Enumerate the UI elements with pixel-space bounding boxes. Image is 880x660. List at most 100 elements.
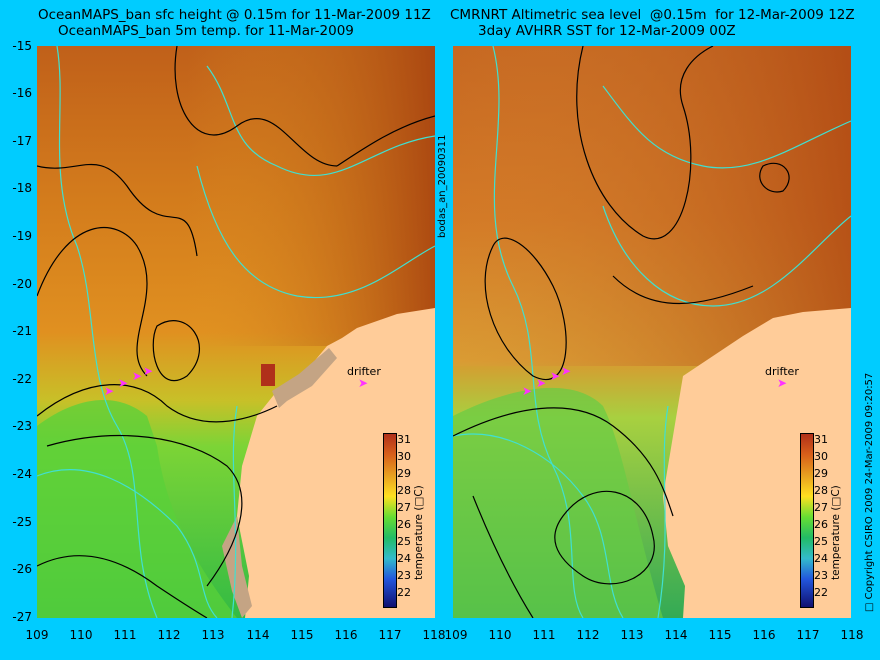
warm-water-overlay (453, 46, 851, 366)
lat-tick: -17 (12, 134, 32, 148)
lat-tick: -23 (12, 419, 32, 433)
colorbar-tick: 29 (397, 467, 411, 480)
drifter-arrow-icon: ➤ (777, 376, 788, 390)
cool-water-overlay (453, 387, 663, 618)
coastline-detail (671, 386, 713, 466)
left-colorbar-unit: temperature (□C) (413, 485, 425, 580)
lat-tick: -15 (12, 39, 32, 53)
right-title-line1: CMRNRT Altimetric sea level @0.15m for 1… (450, 7, 855, 23)
drifter-arrow-icon: ➤ (132, 369, 143, 383)
coastal-model-cells (222, 516, 252, 618)
sea-level-contour (174, 46, 338, 167)
lon-tick: 115 (708, 628, 732, 642)
isobath-line (37, 469, 218, 618)
lon-tick: 111 (113, 628, 137, 642)
lon-tick: 116 (334, 628, 358, 642)
isobath-line (602, 205, 851, 307)
colorbar-tick: 28 (397, 484, 411, 497)
right-colorbar-unit: temperature (□C) (830, 485, 842, 580)
lat-tick: -19 (12, 229, 32, 243)
lon-tick: 118 (840, 628, 864, 642)
drifter-arrow-icon: ➤ (104, 384, 115, 398)
drifter-arrow-icon: ➤ (561, 364, 572, 378)
warm-water-overlay (187, 46, 435, 346)
colorbar-tick: 23 (397, 569, 411, 582)
lon-tick: 111 (532, 628, 556, 642)
lon-tick: 115 (290, 628, 314, 642)
colorbar-tick: 22 (397, 586, 411, 599)
drifter-arrow-icon: ➤ (522, 384, 533, 398)
left-colorbar (383, 433, 397, 608)
middle-run-label: bodas_an_20090311 (437, 134, 448, 238)
left-map-panel (37, 46, 435, 618)
lon-tick: 110 (69, 628, 93, 642)
lat-tick: -24 (12, 467, 32, 481)
right-map-panel (453, 46, 851, 618)
drifter-arrow-icon: ➤ (118, 376, 129, 390)
colorbar-tick: 25 (814, 535, 828, 548)
sea-level-contour (37, 384, 278, 423)
sea-level-contour (759, 162, 790, 193)
isobath-line (453, 433, 624, 618)
lat-tick: -22 (12, 372, 32, 386)
colorbar-tick: 28 (814, 484, 828, 497)
sea-level-contour (453, 407, 674, 517)
sea-level-contour (484, 237, 567, 380)
colorbar-tick: 27 (814, 501, 828, 514)
colorbar-tick: 22 (814, 586, 828, 599)
lon-tick: 117 (378, 628, 402, 642)
colorbar-tick: 27 (397, 501, 411, 514)
sea-level-contour (152, 320, 200, 382)
isobath-line (206, 65, 435, 177)
right-drifter-label: drifter (765, 365, 799, 378)
colorbar-tick: 30 (814, 450, 828, 463)
sea-level-contour (37, 163, 198, 257)
sea-level-contour (612, 275, 754, 304)
lat-tick: -27 (12, 610, 32, 624)
colorbar-tick: 26 (397, 518, 411, 531)
left-drifter-label: drifter (347, 365, 381, 378)
colorbar-tick: 31 (814, 433, 828, 446)
lat-tick: -26 (12, 562, 32, 576)
lon-tick: 113 (620, 628, 644, 642)
colorbar-tick: 31 (397, 433, 411, 446)
lon-tick: 110 (488, 628, 512, 642)
sea-level-contour (576, 46, 714, 240)
isobath-line (602, 85, 851, 169)
sea-level-contour (46, 434, 243, 587)
colorbar-tick: 29 (814, 467, 828, 480)
lat-tick: -16 (12, 86, 32, 100)
sea-level-contour (37, 227, 148, 377)
sea-level-contour (37, 555, 208, 618)
lat-tick: -20 (12, 277, 32, 291)
drifter-arrow-icon: ➤ (550, 369, 561, 383)
lat-tick: -18 (12, 181, 32, 195)
colorbar-tick: 23 (814, 569, 828, 582)
colorbar-tick: 26 (814, 518, 828, 531)
lon-tick: 117 (796, 628, 820, 642)
right-map-svg (453, 46, 851, 618)
lat-tick: -25 (12, 515, 32, 529)
left-map-svg (37, 46, 435, 618)
sea-level-contour (472, 495, 534, 618)
lon-tick: 109 (25, 628, 49, 642)
colorbar-tick: 25 (397, 535, 411, 548)
lon-tick: 116 (752, 628, 776, 642)
lon-tick: 109 (444, 628, 468, 642)
colorbar-tick: 30 (397, 450, 411, 463)
coastal-model-cells (272, 348, 337, 408)
lat-tick: -21 (12, 324, 32, 338)
isobath-line (196, 165, 435, 299)
warm-cell (261, 364, 275, 386)
right-colorbar (800, 433, 814, 608)
isobath-line (492, 46, 584, 618)
drifter-arrow-icon: ➤ (536, 376, 547, 390)
colorbar-tick: 24 (814, 552, 828, 565)
lon-tick: 114 (246, 628, 270, 642)
sea-level-contour (554, 490, 655, 585)
drifter-arrow-icon: ➤ (358, 376, 369, 390)
right-title-line2: 3day AVHRR SST for 12-Mar-2009 00Z (478, 23, 736, 39)
left-title-line1: OceanMAPS_ban sfc height @ 0.15m for 11-… (38, 7, 431, 23)
lon-tick: 112 (157, 628, 181, 642)
lon-tick: 112 (576, 628, 600, 642)
